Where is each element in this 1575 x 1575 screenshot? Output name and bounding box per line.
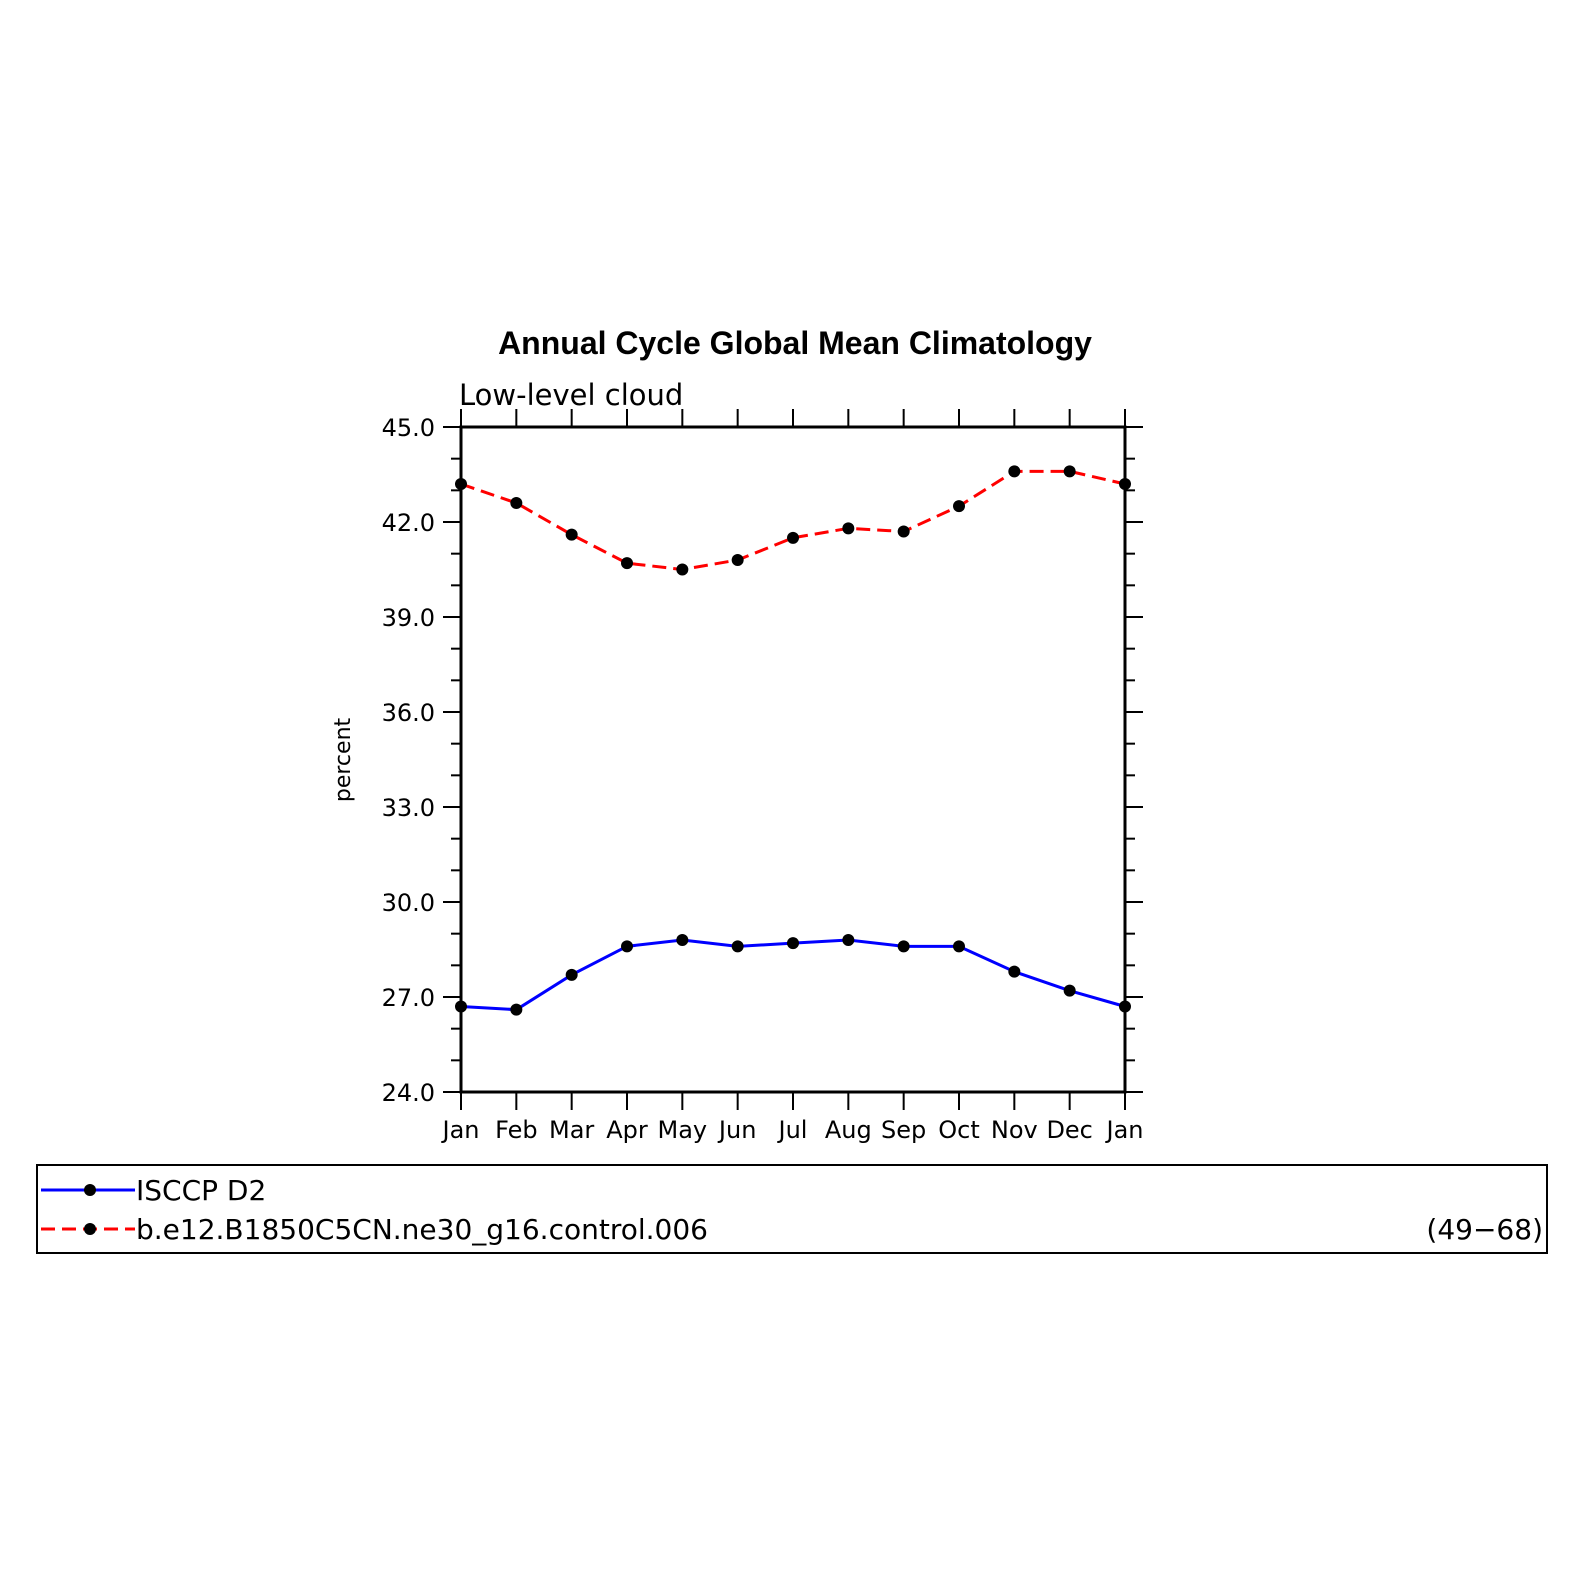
series-point <box>510 497 523 509</box>
x-tick-label: Sep <box>881 1116 926 1144</box>
series-point <box>897 940 910 953</box>
chart-subtitle: Low-level cloud <box>459 378 683 412</box>
x-tick-label: Oct <box>938 1116 980 1144</box>
y-tick-label: 24.0 <box>382 1079 435 1107</box>
series-point <box>1119 478 1131 490</box>
x-tick-label: May <box>658 1116 708 1144</box>
series-point <box>455 1000 467 1013</box>
legend-label: b.e12.B1850C5CN.ne30_g16.control.006 <box>136 1213 708 1246</box>
y-tick-label: 27.0 <box>382 984 435 1012</box>
series-line <box>460 938 1126 1012</box>
series-point <box>1008 965 1021 978</box>
x-tick-label: Mar <box>549 1116 594 1144</box>
series-point <box>1119 1000 1131 1013</box>
x-tick-label: Feb <box>495 1116 538 1144</box>
x-tick-label: Nov <box>991 1116 1038 1144</box>
y-tick-label: 42.0 <box>382 509 435 537</box>
series-point <box>731 940 744 953</box>
x-tick-label: Jan <box>441 1116 480 1144</box>
series-point <box>953 500 965 513</box>
series-point <box>787 937 799 950</box>
series-point <box>565 968 578 981</box>
legend-marker <box>84 1223 96 1235</box>
legend-box <box>36 1164 1548 1254</box>
legend: ISCCP D2 b.e12.B1850C5CN.ne30_g16.control… <box>36 1164 1548 1254</box>
x-tick-label: Aug <box>825 1116 872 1144</box>
series-point <box>1063 465 1076 478</box>
series-point <box>565 528 578 541</box>
series-point <box>842 522 855 535</box>
y-tick-label: 36.0 <box>382 699 435 727</box>
plot-area: 24.0 27.0 30.0 33.0 36.0 39.0 42.0 45.0 Jan Feb Ma… <box>382 409 1144 1144</box>
y-tick-label: 33.0 <box>382 794 435 822</box>
series-point <box>621 940 633 953</box>
series-point <box>1063 984 1076 997</box>
series-point <box>676 934 689 946</box>
series-point <box>676 563 689 576</box>
y-tick-label: 45.0 <box>382 414 435 442</box>
y-tick-label: 30.0 <box>382 889 435 917</box>
series-point <box>1008 465 1021 478</box>
y-axis-label: percent <box>331 717 356 802</box>
series-point <box>510 1003 523 1016</box>
x-tick-label: Jul <box>777 1116 808 1144</box>
series-point <box>842 934 855 946</box>
y-tick-label: 39.0 <box>382 604 435 632</box>
legend-label: ISCCP D2 <box>136 1174 266 1207</box>
series-point <box>621 557 633 570</box>
series-point <box>731 554 744 566</box>
x-tick-label: Dec <box>1046 1116 1092 1144</box>
legend-note: (49−68) <box>1426 1213 1543 1246</box>
x-tick-label: Apr <box>606 1116 648 1144</box>
x-tick-label: Jun <box>717 1116 757 1144</box>
series-line <box>460 469 1126 572</box>
series-point <box>897 525 910 538</box>
series-point <box>455 478 467 490</box>
x-tick-label: Jan <box>1105 1116 1144 1144</box>
series-point <box>787 531 799 544</box>
chart-title: Annual Cycle Global Mean Climatology <box>498 325 1092 361</box>
series-point <box>953 940 965 953</box>
legend-marker <box>84 1184 96 1196</box>
